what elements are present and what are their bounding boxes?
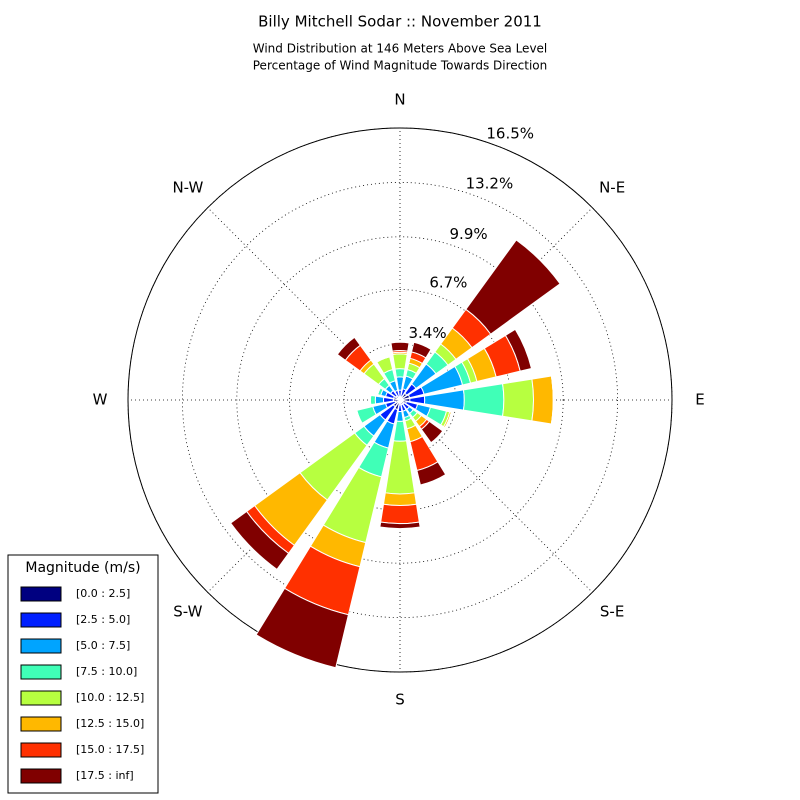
bar-segment [465,239,561,335]
bar-segment [410,341,432,359]
legend-swatch [20,716,62,732]
legend-label: [5.0 : 7.5] [76,639,130,652]
legend-swatch [20,664,62,680]
bar-segment [382,492,418,507]
r-tick-label: 6.7% [429,274,467,292]
bar-segment [229,510,290,571]
legend-swatch [20,612,62,628]
bar-segment [416,461,447,486]
bar-segment [504,328,533,372]
bar-segment [336,336,361,361]
r-tick-label: 9.9% [450,225,488,243]
bar-segment [394,368,406,378]
bar-segment [392,353,408,370]
direction-label: S-E [600,603,624,621]
chart-subtitle: Wind Distribution at 146 Meters Above Se… [253,42,548,56]
bar-segment [396,410,404,422]
direction-label: S [395,691,405,709]
bar-segment [420,420,444,444]
grid-spoke [399,399,593,593]
bar-segment [255,587,350,669]
direction-label: E [695,391,704,409]
legend-title: Magnitude (m/s) [25,560,140,576]
legend-label: [7.5 : 10.0] [76,665,137,678]
legend-swatch [20,586,62,602]
bar-segment [374,395,385,405]
grid-ring [181,181,619,619]
bar-segment [502,378,534,422]
bar-segment [390,341,410,352]
r-tick-label: 13.2% [466,175,514,193]
legend-label: [12.5 : 15.0] [76,717,144,730]
legend-label: [15.0 : 17.5] [76,743,144,756]
r-tick-label: 16.5% [486,124,534,142]
direction-label: N [394,91,405,109]
grid-spoke [207,207,401,401]
legend-swatch [20,638,62,654]
legend-label: [2.5 : 5.0] [76,613,130,626]
direction-label: W [93,391,108,409]
bar-segment [380,503,420,525]
direction-label: N-W [172,178,203,196]
grid-ring [236,236,564,564]
polar-frame [127,127,673,673]
legend-swatch [20,742,62,758]
direction-label: N-E [599,178,625,196]
direction-label: S-W [173,603,202,621]
legend-swatch [20,768,62,784]
r-tick-label: 3.4% [409,324,447,342]
bar-segment [379,521,421,530]
bar-segment [392,420,408,442]
chart-title: Billy Mitchell Sodar :: November 2011 [258,13,542,31]
bar-segment [369,394,377,406]
bar-segment [531,375,554,425]
bar-segment [384,440,416,495]
legend-swatch [20,690,62,706]
legend-label: [10.0 : 12.5] [76,691,144,704]
bar-segment [462,383,505,417]
chart-subtitle: Percentage of Wind Magnitude Towards Dir… [253,59,547,73]
legend-label: [0.0 : 2.5] [76,587,130,600]
legend-label: [17.5 : inf] [76,769,134,782]
